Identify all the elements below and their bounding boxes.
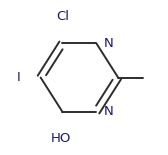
Text: I: I <box>17 71 20 84</box>
Text: N: N <box>103 37 113 50</box>
Text: Cl: Cl <box>56 10 69 23</box>
Text: N: N <box>103 105 113 118</box>
Text: HO: HO <box>51 132 71 145</box>
